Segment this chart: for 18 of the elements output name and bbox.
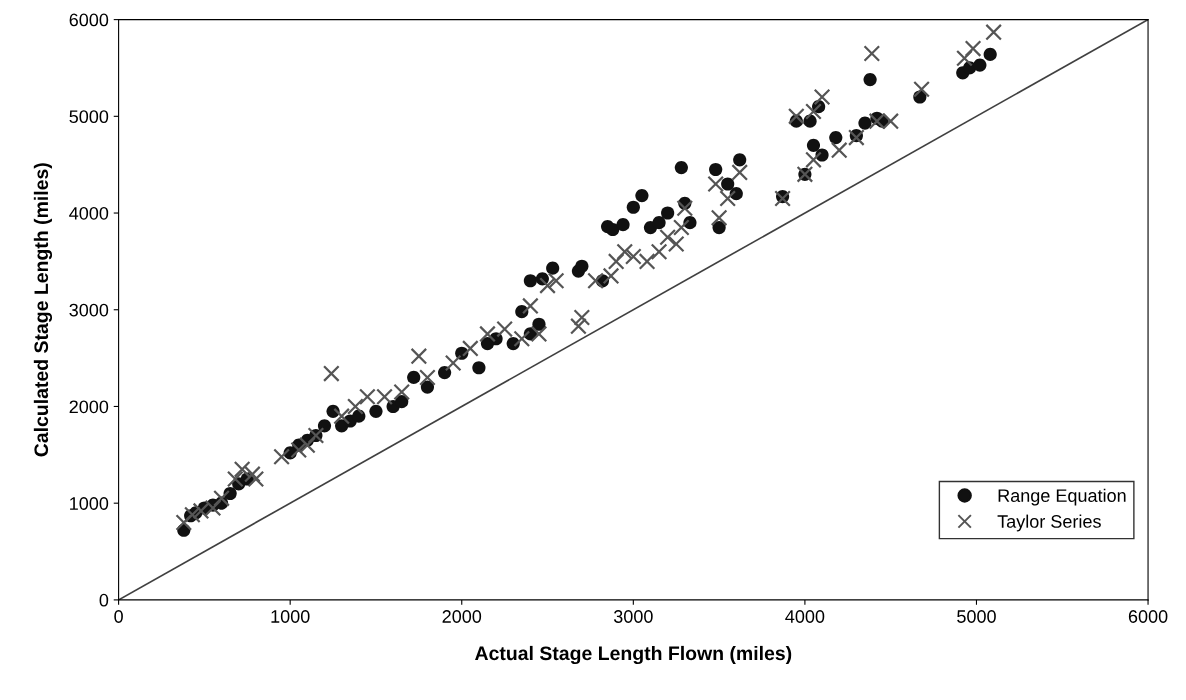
x-tick-label: 6000 — [1128, 610, 1168, 623]
y-tick-label: 1000 — [70, 497, 109, 510]
y-tick-label: 3000 — [69, 303, 109, 317]
x-tick-label: 5000 — [957, 610, 996, 623]
legend-label: Range Equation — [998, 488, 1126, 506]
legend-label: Taylor Series — [997, 514, 1101, 532]
y-tick-label: 6000 — [69, 13, 109, 27]
x-axis-title: Actual Stage Length Flown (miles) — [475, 645, 792, 665]
x-tick-label: 2000 — [442, 610, 482, 623]
x-tick-label: 0 — [114, 610, 123, 623]
x-tick-label: 4000 — [785, 610, 825, 623]
y-tick-label: 0 — [99, 593, 109, 607]
y-tick-label: 2000 — [69, 400, 109, 414]
y-tick-label: 4000 — [69, 206, 109, 220]
x-tick-label: 1000 — [271, 610, 310, 623]
y-tick-label: 5000 — [69, 110, 109, 124]
y-axis-title: Calculated Stage Length (miles) — [33, 163, 53, 457]
x-tick-label: 3000 — [613, 610, 653, 623]
